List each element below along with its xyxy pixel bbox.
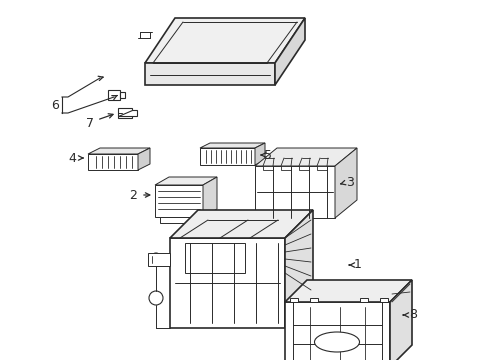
Polygon shape: [281, 166, 290, 170]
Text: 1: 1: [353, 258, 361, 271]
Text: 3: 3: [346, 176, 353, 189]
Polygon shape: [285, 302, 389, 360]
Polygon shape: [359, 298, 367, 302]
Text: 5: 5: [264, 149, 271, 162]
Polygon shape: [254, 143, 264, 165]
Polygon shape: [254, 148, 356, 166]
Polygon shape: [379, 298, 387, 302]
Polygon shape: [334, 148, 356, 218]
Polygon shape: [200, 143, 264, 148]
Polygon shape: [148, 253, 170, 266]
Text: 4: 4: [68, 152, 76, 165]
Polygon shape: [120, 92, 125, 98]
Polygon shape: [88, 148, 150, 154]
Polygon shape: [108, 90, 120, 100]
Polygon shape: [285, 210, 312, 328]
Text: 8: 8: [408, 309, 416, 321]
Polygon shape: [138, 148, 150, 170]
Polygon shape: [170, 210, 312, 238]
Polygon shape: [184, 243, 244, 273]
Polygon shape: [316, 166, 326, 170]
Ellipse shape: [314, 332, 359, 352]
Polygon shape: [309, 298, 317, 302]
Polygon shape: [145, 63, 274, 85]
Polygon shape: [88, 154, 138, 170]
Polygon shape: [298, 166, 308, 170]
Polygon shape: [145, 18, 305, 63]
Polygon shape: [203, 177, 217, 217]
Polygon shape: [118, 108, 132, 118]
Polygon shape: [155, 185, 203, 217]
Polygon shape: [263, 166, 272, 170]
Text: 2: 2: [129, 189, 137, 202]
Polygon shape: [274, 18, 305, 85]
Polygon shape: [170, 238, 285, 328]
Polygon shape: [200, 148, 254, 165]
Text: 6: 6: [51, 99, 59, 112]
Polygon shape: [289, 298, 297, 302]
Polygon shape: [254, 166, 334, 218]
Polygon shape: [285, 280, 411, 302]
Polygon shape: [389, 280, 411, 360]
Polygon shape: [160, 217, 198, 223]
Polygon shape: [118, 110, 137, 116]
Text: 7: 7: [86, 117, 94, 130]
Polygon shape: [155, 177, 217, 185]
